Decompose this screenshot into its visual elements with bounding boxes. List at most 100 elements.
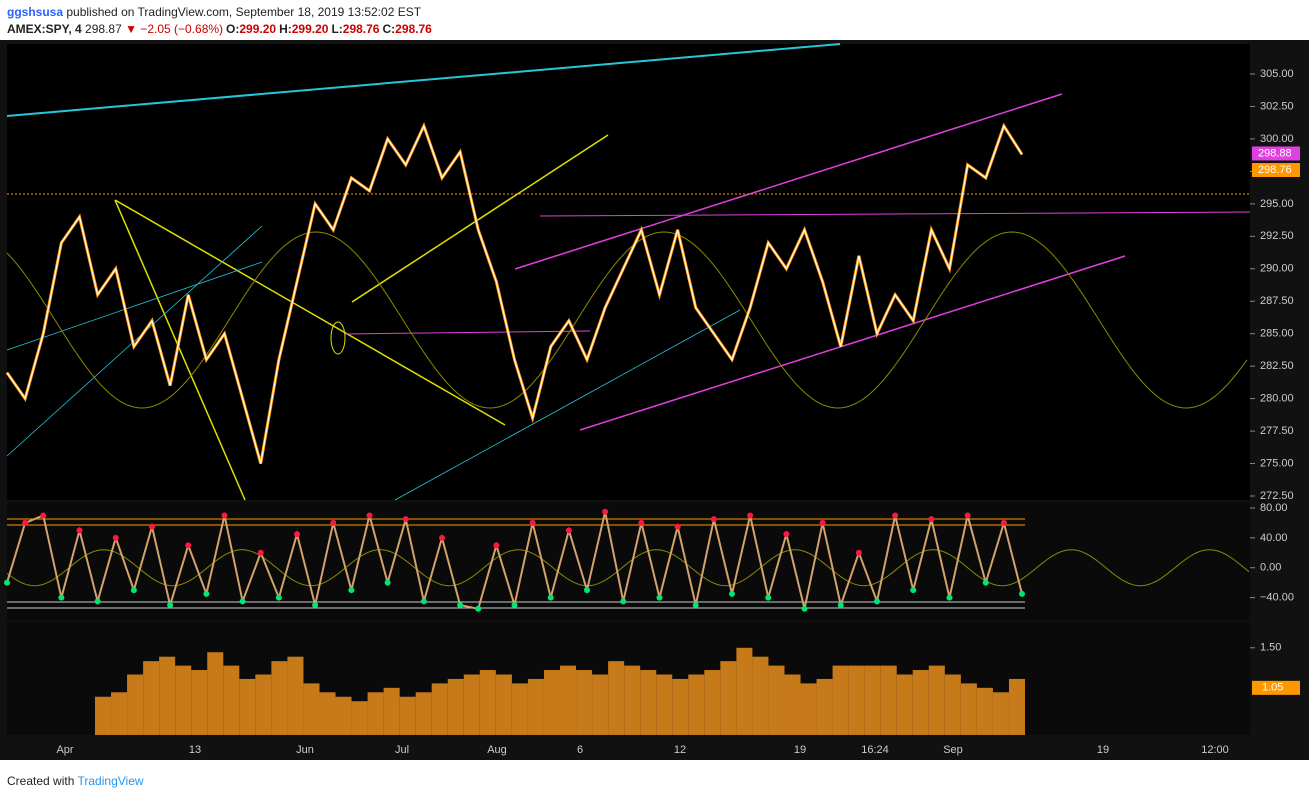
y-tick-label: 0.00	[1260, 562, 1281, 574]
ohlc-value: 299.20	[239, 22, 277, 36]
volume-bar	[287, 656, 304, 735]
trendline	[114, 199, 246, 501]
osc-dot	[710, 516, 717, 523]
volume-bar	[223, 665, 240, 735]
trendline	[6, 261, 263, 351]
osc-dot	[783, 531, 790, 538]
osc-dot	[167, 602, 174, 609]
y-tick-label: 282.50	[1260, 360, 1294, 372]
volume-bar	[495, 674, 512, 735]
osc-dot	[511, 602, 518, 609]
ohlc-value: 298.76	[342, 22, 380, 36]
volume-bar	[560, 665, 577, 735]
osc-dot	[602, 508, 609, 515]
osc-dot	[130, 587, 137, 594]
symbol: AMEX:SPY, 4	[7, 22, 82, 36]
level	[344, 330, 591, 335]
y-tick-label: −40.00	[1260, 592, 1294, 604]
volume-bar	[175, 665, 192, 735]
ohlc-label: C:	[382, 22, 396, 36]
osc-dot	[892, 512, 899, 519]
osc-dot	[529, 519, 536, 526]
osc-dot	[584, 587, 590, 594]
x-tick-label: Sep	[943, 744, 963, 756]
trendline	[351, 134, 609, 303]
osc-dot	[729, 590, 735, 597]
osc-dot	[1000, 519, 1007, 526]
volume-bar	[1008, 678, 1025, 735]
x-tick-label: Jul	[395, 744, 409, 756]
ohlc-value: 299.20	[291, 22, 329, 36]
osc-dot	[855, 549, 862, 556]
price-tag-label: 298.88	[1258, 147, 1292, 159]
y-tick-label: 287.50	[1260, 295, 1294, 307]
volume-bar	[447, 678, 464, 735]
osc-dot	[493, 542, 500, 549]
osc-dot	[58, 594, 65, 601]
osc-dot	[76, 527, 83, 534]
volume-bar	[976, 687, 993, 735]
volume-bar	[319, 692, 336, 735]
volume-bar	[880, 665, 897, 735]
published: published on TradingView.com, September …	[66, 5, 422, 19]
volume-bar	[543, 670, 560, 735]
x-tick-label: Aug	[487, 744, 507, 756]
osc-dot	[837, 602, 844, 609]
y-tick-label: 275.00	[1260, 457, 1294, 469]
osc-dot	[22, 519, 29, 526]
volume-bar	[672, 678, 689, 735]
osc-dot	[257, 549, 264, 556]
osc-dot	[384, 579, 391, 586]
osc-dot	[221, 512, 228, 519]
x-tick-label: 13	[189, 744, 201, 756]
y-tick-label: 305.00	[1260, 68, 1294, 80]
ohlc: O:299.20 H:299.20 L:298.76 C:298.76	[223, 22, 432, 36]
x-tick-label: 19	[794, 744, 806, 756]
volume-bar	[752, 656, 769, 735]
osc-dot	[402, 516, 409, 523]
volume-bar	[928, 665, 945, 735]
author[interactable]: ggshsusa	[7, 5, 64, 19]
osc-dot	[946, 594, 953, 601]
volume-bar	[656, 674, 673, 735]
osc-dot	[674, 523, 681, 530]
osc-dot	[928, 516, 935, 523]
trendline	[6, 43, 841, 117]
highlight	[330, 321, 346, 355]
volume-bar	[848, 665, 865, 735]
osc-dot	[638, 519, 645, 526]
volume-bar	[527, 678, 544, 735]
y-tick-label: 285.00	[1260, 328, 1294, 340]
osc-dot	[692, 602, 699, 609]
volume-bar	[367, 692, 384, 735]
y-tick-label: 80.00	[1260, 502, 1288, 514]
trendline	[394, 309, 741, 501]
volume-bar	[431, 683, 448, 735]
price-tag	[1252, 146, 1300, 161]
trendline	[114, 199, 506, 426]
osc-dot	[94, 598, 101, 605]
volume-bar	[768, 665, 785, 735]
volume-bar	[608, 661, 625, 735]
ohlc-line: AMEX:SPY, 4 298.87 ▼ −2.05 (−0.68%) O:299…	[7, 22, 432, 36]
ohlc-label: L:	[331, 22, 343, 36]
y-tick-label: 292.50	[1260, 230, 1294, 242]
volume-bar	[239, 678, 256, 735]
volume-bar	[784, 674, 801, 735]
volume-bar	[704, 670, 721, 735]
osc-dot	[312, 602, 319, 609]
brand[interactable]: TradingView	[77, 774, 144, 788]
y-tick-label: 300.00	[1260, 133, 1294, 145]
osc-dot	[964, 512, 971, 519]
ohlc-value: 298.76	[395, 22, 432, 36]
osc-dot	[203, 590, 210, 597]
volume-bar	[383, 687, 400, 735]
osc-dot	[330, 519, 337, 526]
osc-dot	[1019, 590, 1025, 597]
volume-bar	[127, 674, 144, 735]
osc-dot	[765, 594, 772, 601]
osc-dot	[112, 534, 119, 541]
ohlc-label: O:	[226, 22, 240, 36]
osc-dot	[149, 523, 155, 530]
footer: Created with TradingView	[7, 774, 144, 788]
